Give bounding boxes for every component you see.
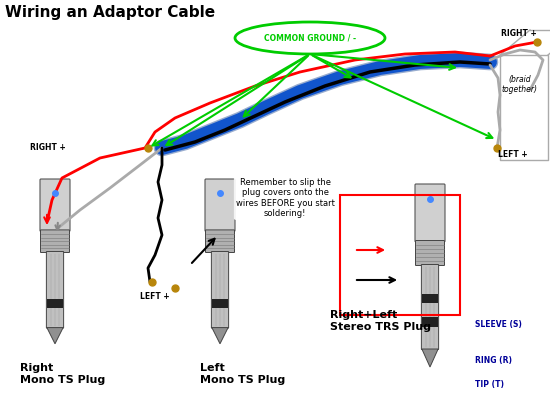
FancyBboxPatch shape: [415, 240, 444, 266]
FancyBboxPatch shape: [421, 264, 438, 350]
Text: COMMON GROUND / -: COMMON GROUND / -: [264, 34, 356, 42]
Bar: [340, 195, 460, 315]
Text: Left
Mono TS Plug: Left Mono TS Plug: [200, 363, 285, 385]
FancyBboxPatch shape: [40, 179, 70, 231]
FancyBboxPatch shape: [206, 230, 234, 252]
Text: RING (R): RING (R): [475, 356, 512, 364]
Text: Right+Left
Stereo TRS Plug: Right+Left Stereo TRS Plug: [330, 310, 431, 332]
Text: Right
Mono TS Plug: Right Mono TS Plug: [20, 363, 105, 385]
FancyBboxPatch shape: [415, 184, 445, 242]
FancyBboxPatch shape: [46, 252, 64, 328]
FancyBboxPatch shape: [211, 252, 229, 328]
Polygon shape: [212, 328, 228, 344]
FancyBboxPatch shape: [205, 179, 235, 231]
Bar: [212, 299, 228, 308]
Text: SLEEVE (S): SLEEVE (S): [475, 320, 522, 330]
Text: LEFT +: LEFT +: [140, 292, 169, 301]
Text: TIP (T): TIP (T): [475, 380, 504, 390]
Text: Wiring an Adaptor Cable: Wiring an Adaptor Cable: [5, 5, 215, 20]
Bar: [422, 317, 438, 327]
Text: RIGHT +: RIGHT +: [30, 144, 66, 152]
Polygon shape: [47, 328, 63, 344]
Polygon shape: [422, 349, 438, 367]
Bar: [422, 294, 438, 303]
Text: (braid
together): (braid together): [502, 75, 538, 94]
Text: LEFT +: LEFT +: [498, 150, 527, 159]
Ellipse shape: [235, 22, 385, 54]
FancyBboxPatch shape: [41, 230, 69, 252]
Bar: [47, 299, 63, 308]
Text: Remember to slip the
plug covers onto the
wires BEFORE you start
soldering!: Remember to slip the plug covers onto th…: [235, 178, 334, 218]
Text: RIGHT +: RIGHT +: [501, 29, 537, 38]
